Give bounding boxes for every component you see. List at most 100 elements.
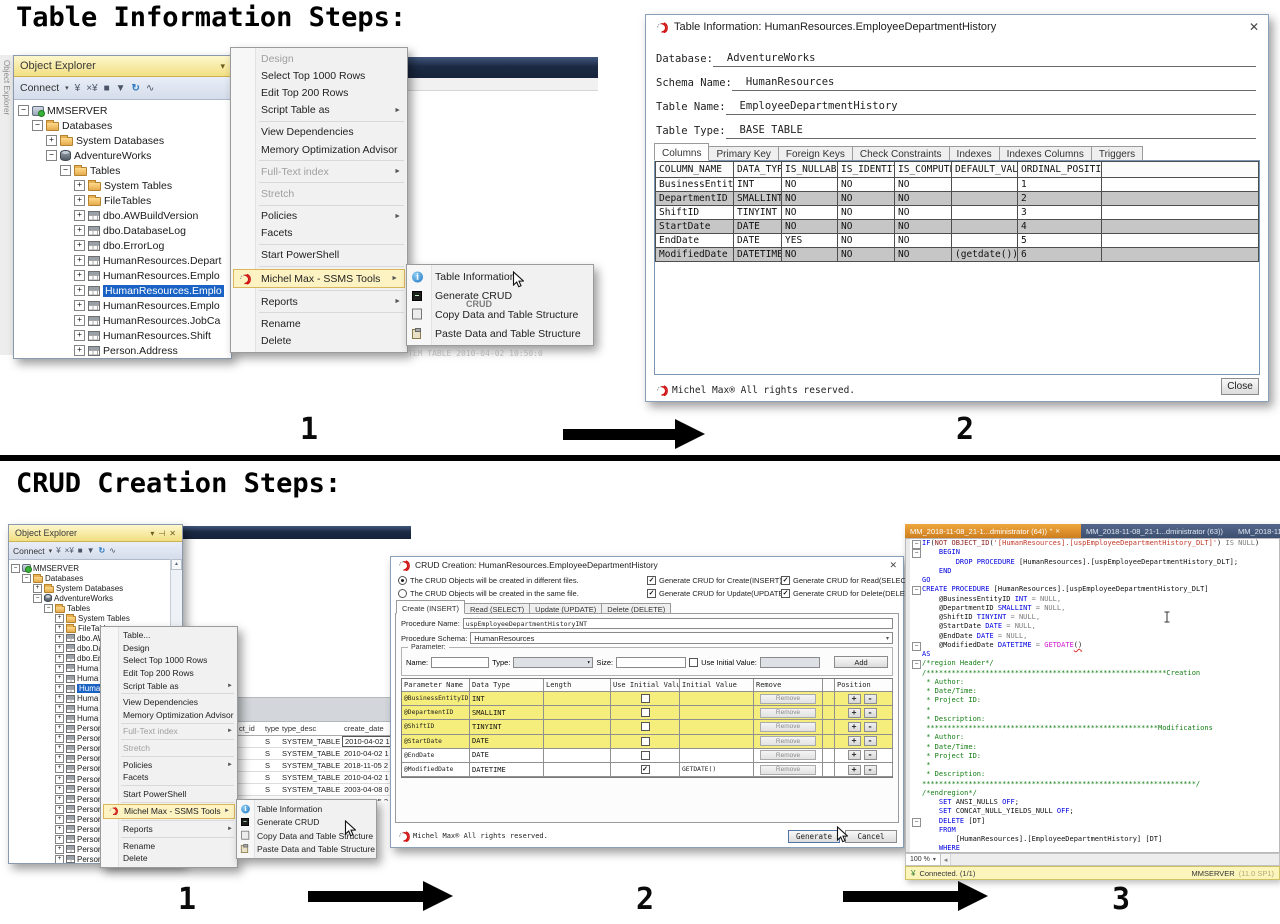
tree-expander-icon[interactable]: + [74, 345, 85, 356]
tree-item-dbo-errorlog[interactable]: + dbo.ErrorLog [14, 238, 231, 253]
fold-collapse-icon[interactable]: − [912, 549, 921, 559]
menu-item-script-table-as[interactable]: Script Table as ► [231, 102, 407, 119]
tree-expander-icon[interactable]: + [33, 583, 42, 593]
tree-expander-icon[interactable]: + [55, 724, 64, 734]
checkbox-icon[interactable] [781, 589, 790, 598]
tab-indexes-columns[interactable]: Indexes Columns [999, 146, 1092, 161]
tree-item-dbo-awbuildversion[interactable]: + dbo.AWBuildVersion [14, 208, 231, 223]
close-icon[interactable]: ✕ [169, 528, 176, 538]
position-down-button[interactable]: - [863, 721, 877, 732]
tree-item-filetables[interactable]: + FileTables [14, 193, 231, 208]
tree-expander-icon[interactable]: + [55, 633, 64, 643]
tree-expander-icon[interactable]: + [55, 844, 64, 854]
radio-icon[interactable] [398, 589, 407, 598]
tree-item-humanresources-emplo[interactable]: + HumanResources.Emplo [14, 268, 231, 283]
menu-item-generate-crud[interactable]: Generate CRUD [407, 286, 593, 305]
use-initial-value-checkbox[interactable] [640, 722, 650, 732]
tree-item-mmserver[interactable]: − MMSERVER [9, 563, 182, 574]
tree-item-person[interactable]: + Person [9, 764, 182, 774]
tab-primary-key[interactable]: Primary Key [709, 146, 779, 161]
toolbar-icon-5[interactable]: ∿ [145, 82, 155, 94]
remove-button[interactable]: Remove [760, 707, 816, 718]
menu-item-table[interactable]: Table... [101, 629, 237, 642]
position-down-button[interactable]: - [863, 707, 877, 718]
menu-item-delete[interactable]: Delete [231, 333, 407, 350]
menu-item-select-top-1000-rows[interactable]: Select Top 1000 Rows [101, 654, 237, 667]
tab-foreign-keys[interactable]: Foreign Keys [778, 146, 853, 161]
tree-item-person[interactable]: + Person [9, 754, 182, 764]
menu-item-memory-optimization-advisor[interactable]: Memory Optimization Advisor [101, 709, 237, 722]
tab-mm-2018-11-08-21-1-dministrator-63[interactable]: MM_2018-11-08_21-1...dministrator (63)) [1081, 524, 1233, 538]
tab-triggers[interactable]: Triggers [1091, 146, 1144, 161]
tree-item-system-databases[interactable]: + System Databases [14, 133, 231, 148]
object-explorer-titlebar[interactable]: Object Explorer ▾ [14, 56, 231, 77]
position-up-button[interactable]: + [847, 750, 861, 761]
tab-check-constraints[interactable]: Check Constraints [852, 146, 950, 161]
menu-item-facets[interactable]: Facets [231, 225, 407, 242]
tree-expander-icon[interactable]: + [74, 210, 85, 221]
position-up-button[interactable]: + [847, 764, 861, 775]
tree-item-system-tables[interactable]: + System Tables [9, 613, 182, 623]
menu-item-facets[interactable]: Facets [101, 771, 237, 784]
tree-item-person[interactable]: + Person [9, 834, 182, 844]
tree-expander-icon[interactable]: − [60, 165, 71, 176]
tree-expander-icon[interactable]: + [55, 663, 64, 673]
close-icon[interactable]: ✕ [1248, 20, 1259, 34]
menu-item-delete[interactable]: Delete [101, 852, 237, 865]
type-select[interactable]: ▾ [513, 656, 594, 668]
tree-expander-icon[interactable]: − [44, 603, 53, 613]
tree-expander-icon[interactable]: + [46, 135, 57, 146]
window-icon-0[interactable]: ▾ [150, 528, 155, 538]
menu-item-generate-crud[interactable]: Generate CRUD [237, 816, 376, 830]
radio-different-files[interactable]: The CRUD Objects will be created in diff… [398, 576, 579, 585]
menu-item-view-dependencies[interactable]: View Dependencies [231, 124, 407, 141]
tree-expander-icon[interactable]: + [55, 794, 64, 804]
tree-expander-icon[interactable]: + [55, 704, 64, 714]
size-input[interactable] [616, 656, 687, 668]
tree-expander-icon[interactable]: + [74, 180, 85, 191]
tree-item-huma[interactable]: + Huma [9, 684, 182, 694]
tree-item-person[interactable]: + Person [9, 724, 182, 734]
toolbar-icon-4[interactable]: ↻ [131, 82, 140, 94]
radio-icon[interactable] [398, 576, 407, 585]
tree-item-huma[interactable]: + Huma [9, 704, 182, 714]
tab-columns[interactable]: Columns [654, 143, 710, 161]
tree-expander-icon[interactable]: + [55, 764, 64, 774]
remove-button[interactable]: Remove [760, 750, 816, 761]
check-generate-update[interactable]: Generate CRUD for Update(UPDATE) [647, 589, 786, 598]
tree-item-system-databases[interactable]: + System Databases [9, 583, 182, 593]
remove-button[interactable]: Remove [760, 721, 816, 732]
tree-expander-icon[interactable]: + [74, 300, 85, 311]
menu-item-reports[interactable]: Reports ► [231, 293, 407, 310]
menu-item-rename[interactable]: Rename [101, 839, 237, 852]
tab-create-insert[interactable]: Create (INSERT) [396, 600, 465, 614]
tree-expander-icon[interactable]: − [46, 150, 57, 161]
toolbar-icon-1[interactable]: ×¥ [86, 82, 98, 94]
toolbar-icon-4[interactable]: ↻ [98, 546, 106, 555]
position-up-button[interactable]: + [847, 707, 861, 718]
tree-item-person[interactable]: + Person [9, 844, 182, 854]
tab-mm-2018-11-08-21-1-dministrator-64[interactable]: MM_2018-11-08_21-1...dministrator (64)) •… [905, 524, 1081, 538]
tree-item-person[interactable]: + Person [9, 744, 182, 754]
checkbox-icon[interactable] [781, 576, 790, 585]
tree-item-huma[interactable]: + Huma [9, 714, 182, 724]
add-parameter-button[interactable]: Add [834, 656, 888, 668]
toolbar-icon-3[interactable]: ▼ [86, 546, 95, 555]
tree-expander-icon[interactable]: − [18, 105, 29, 116]
tree-expander-icon[interactable]: + [55, 643, 64, 653]
horizontal-scrollbar[interactable] [950, 854, 1279, 865]
pin-icon[interactable]: • [1050, 528, 1053, 534]
tree-item-humanresources-emplo[interactable]: + HumanResources.Emplo [14, 298, 231, 313]
tree-expander-icon[interactable]: + [74, 195, 85, 206]
close-icon[interactable]: ✕ [1055, 528, 1061, 535]
tab-indexes[interactable]: Indexes [949, 146, 1000, 161]
docked-tab-strip[interactable]: Object Explorer [0, 55, 14, 355]
menu-item-memory-optimization-advisor[interactable]: Memory Optimization Advisor [231, 141, 407, 158]
menu-item-edit-top-200-rows[interactable]: Edit Top 200 Rows [101, 667, 237, 680]
tree-expander-icon[interactable]: − [11, 563, 20, 573]
name-input[interactable] [431, 656, 490, 668]
tree-item-humanresources-shift[interactable]: + HumanResources.Shift [14, 328, 231, 343]
tree-expander-icon[interactable]: + [55, 714, 64, 724]
menu-item-edit-top-200-rows[interactable]: Edit Top 200 Rows [231, 84, 407, 101]
menu-item-script-table-as[interactable]: Script Table as ► [101, 679, 237, 692]
